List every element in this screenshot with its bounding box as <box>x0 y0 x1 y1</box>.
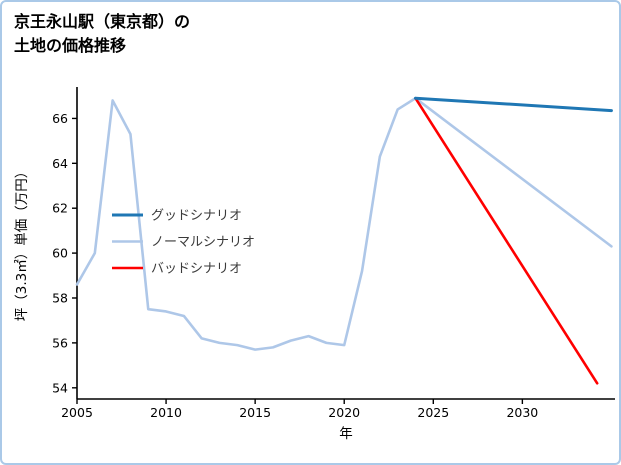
chart-title-line1: 京王永山駅（東京都）の <box>14 12 191 31</box>
legend-label-グッドシナリオ: グッドシナリオ <box>151 209 242 224</box>
chart-title-line2: 土地の価格推移 <box>14 36 127 55</box>
series-line-バッドシナリオ <box>414 96 599 385</box>
series-line-ノーマルシナリオ <box>75 96 613 351</box>
x-tick-label: 2015 <box>239 405 271 420</box>
x-tick-label: 2030 <box>506 405 538 420</box>
series-line-グッドシナリオ <box>413 96 613 113</box>
chart-title: 京王永山駅（東京都）の 土地の価格推移 <box>14 10 190 58</box>
x-tick-label: 2010 <box>150 405 182 420</box>
y-tick-label: 56 <box>52 335 68 350</box>
y-tick-label: 60 <box>52 246 68 261</box>
y-tick-label: 66 <box>52 111 68 126</box>
x-tick-label: 2025 <box>417 405 449 420</box>
y-tick-label: 62 <box>52 201 68 216</box>
legend-label-バッドシナリオ: バッドシナリオ <box>151 262 242 277</box>
y-tick-label: 54 <box>52 380 68 395</box>
x-axis-label: 年 <box>339 426 353 442</box>
x-tick-label: 2020 <box>328 405 360 420</box>
x-tick-label: 2005 <box>61 405 93 420</box>
legend-label-ノーマルシナリオ: ノーマルシナリオ <box>151 235 255 250</box>
y-axis-label: 坪（3.3㎡）単価（万円） <box>14 165 30 321</box>
y-tick-label: 64 <box>52 156 68 171</box>
y-tick-label: 58 <box>52 290 68 305</box>
